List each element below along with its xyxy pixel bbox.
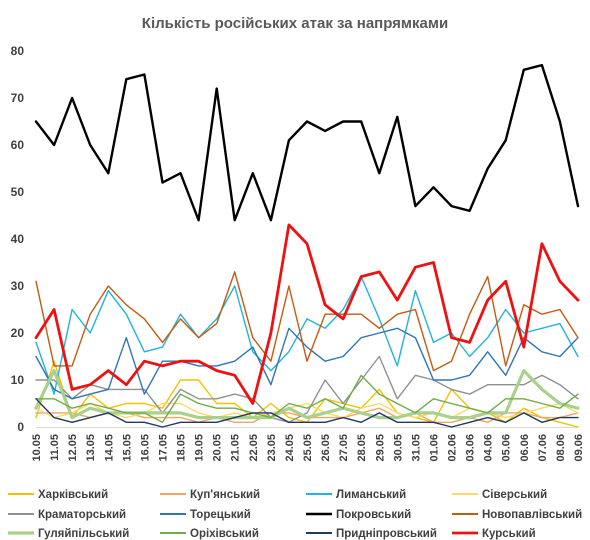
x-tick-label: 12.05 [67,434,79,462]
x-tick-label: 19.05 [194,434,206,462]
series-line-11 [34,223,580,405]
x-tick-label: 09.06 [573,434,585,462]
x-axis: 10.05 11.05 12.05 13.05 14.05 15.05 16.05 17.05… [31,427,585,462]
series-line-9 [35,374,579,423]
legend-label: Курський [482,528,536,540]
x-tick-label: 06.06 [519,434,531,462]
series-line-7 [35,271,579,372]
y-tick-label: 80 [11,44,25,58]
y-tick-label: 0 [17,420,24,434]
x-tick-label: 27.05 [338,434,350,462]
legend-label: Оріхівський [190,528,259,540]
x-tick-label: 16.05 [139,434,151,462]
y-axis: 0 10 20 30 40 50 60 70 80 [11,44,25,434]
y-tick-label: 20 [11,326,25,340]
legend-label: Лиманський [336,489,406,501]
chart-title: Кількість російських атак за напрямками [142,15,448,32]
legend-label: Сіверський [482,489,547,501]
x-tick-label: 25.05 [302,434,314,462]
x-tick-label: 13.05 [85,434,97,462]
x-tick-label: 30.05 [392,434,404,462]
x-tick-label: 21.05 [230,434,242,462]
x-tick-label: 20.05 [212,434,224,462]
y-tick-label: 60 [11,138,25,152]
x-tick-label: 22.05 [248,434,260,462]
x-tick-label: 02.06 [447,434,459,462]
x-tick-label: 04.06 [483,434,495,462]
legend-label: Торецький [190,509,251,521]
y-tick-label: 70 [11,91,25,105]
series-line-5 [35,327,579,400]
y-tick-label: 50 [11,185,25,199]
series-line-6 [34,63,580,222]
x-tick-label: 07.06 [537,434,549,462]
x-tick-label: 28.05 [356,434,368,462]
x-tick-label: 01.06 [428,434,440,462]
series-line-10 [35,398,579,428]
legend-label: Гуляйпільський [38,528,129,540]
x-tick-label: 26.05 [320,434,332,462]
legend: Харківський Куп'янський Лиманський Сіверськ… [8,489,582,540]
legend-label: Покровський [336,509,411,521]
legend-label: Краматорський [38,509,126,521]
y-tick-label: 40 [11,232,25,246]
x-tick-label: 05.06 [501,434,513,462]
x-tick-label: 29.05 [374,434,386,462]
legend-label: Куп'янський [190,489,260,501]
x-tick-label: 15.05 [121,434,133,462]
series-line-2 [35,275,579,395]
x-tick-label: 03.06 [465,434,477,462]
y-tick-label: 30 [11,279,25,293]
series-line-4 [35,355,579,423]
x-tick-label: 24.05 [284,434,296,462]
x-tick-label: 18.05 [176,434,188,462]
x-tick-label: 14.05 [103,434,115,462]
series-lines [34,63,580,428]
x-tick-label: 11.05 [49,434,61,461]
x-tick-label: 10.05 [31,434,43,462]
x-tick-label: 23.05 [266,434,278,462]
legend-label: Новопавлівський [482,509,582,521]
legend-label: Харківський [38,489,108,501]
legend-label: Придніпровський [336,528,437,540]
x-tick-label: 31.05 [410,434,422,462]
y-tick-label: 10 [11,373,25,387]
x-tick-label: 17.05 [157,434,169,462]
x-tick-label: 08.06 [555,434,567,462]
